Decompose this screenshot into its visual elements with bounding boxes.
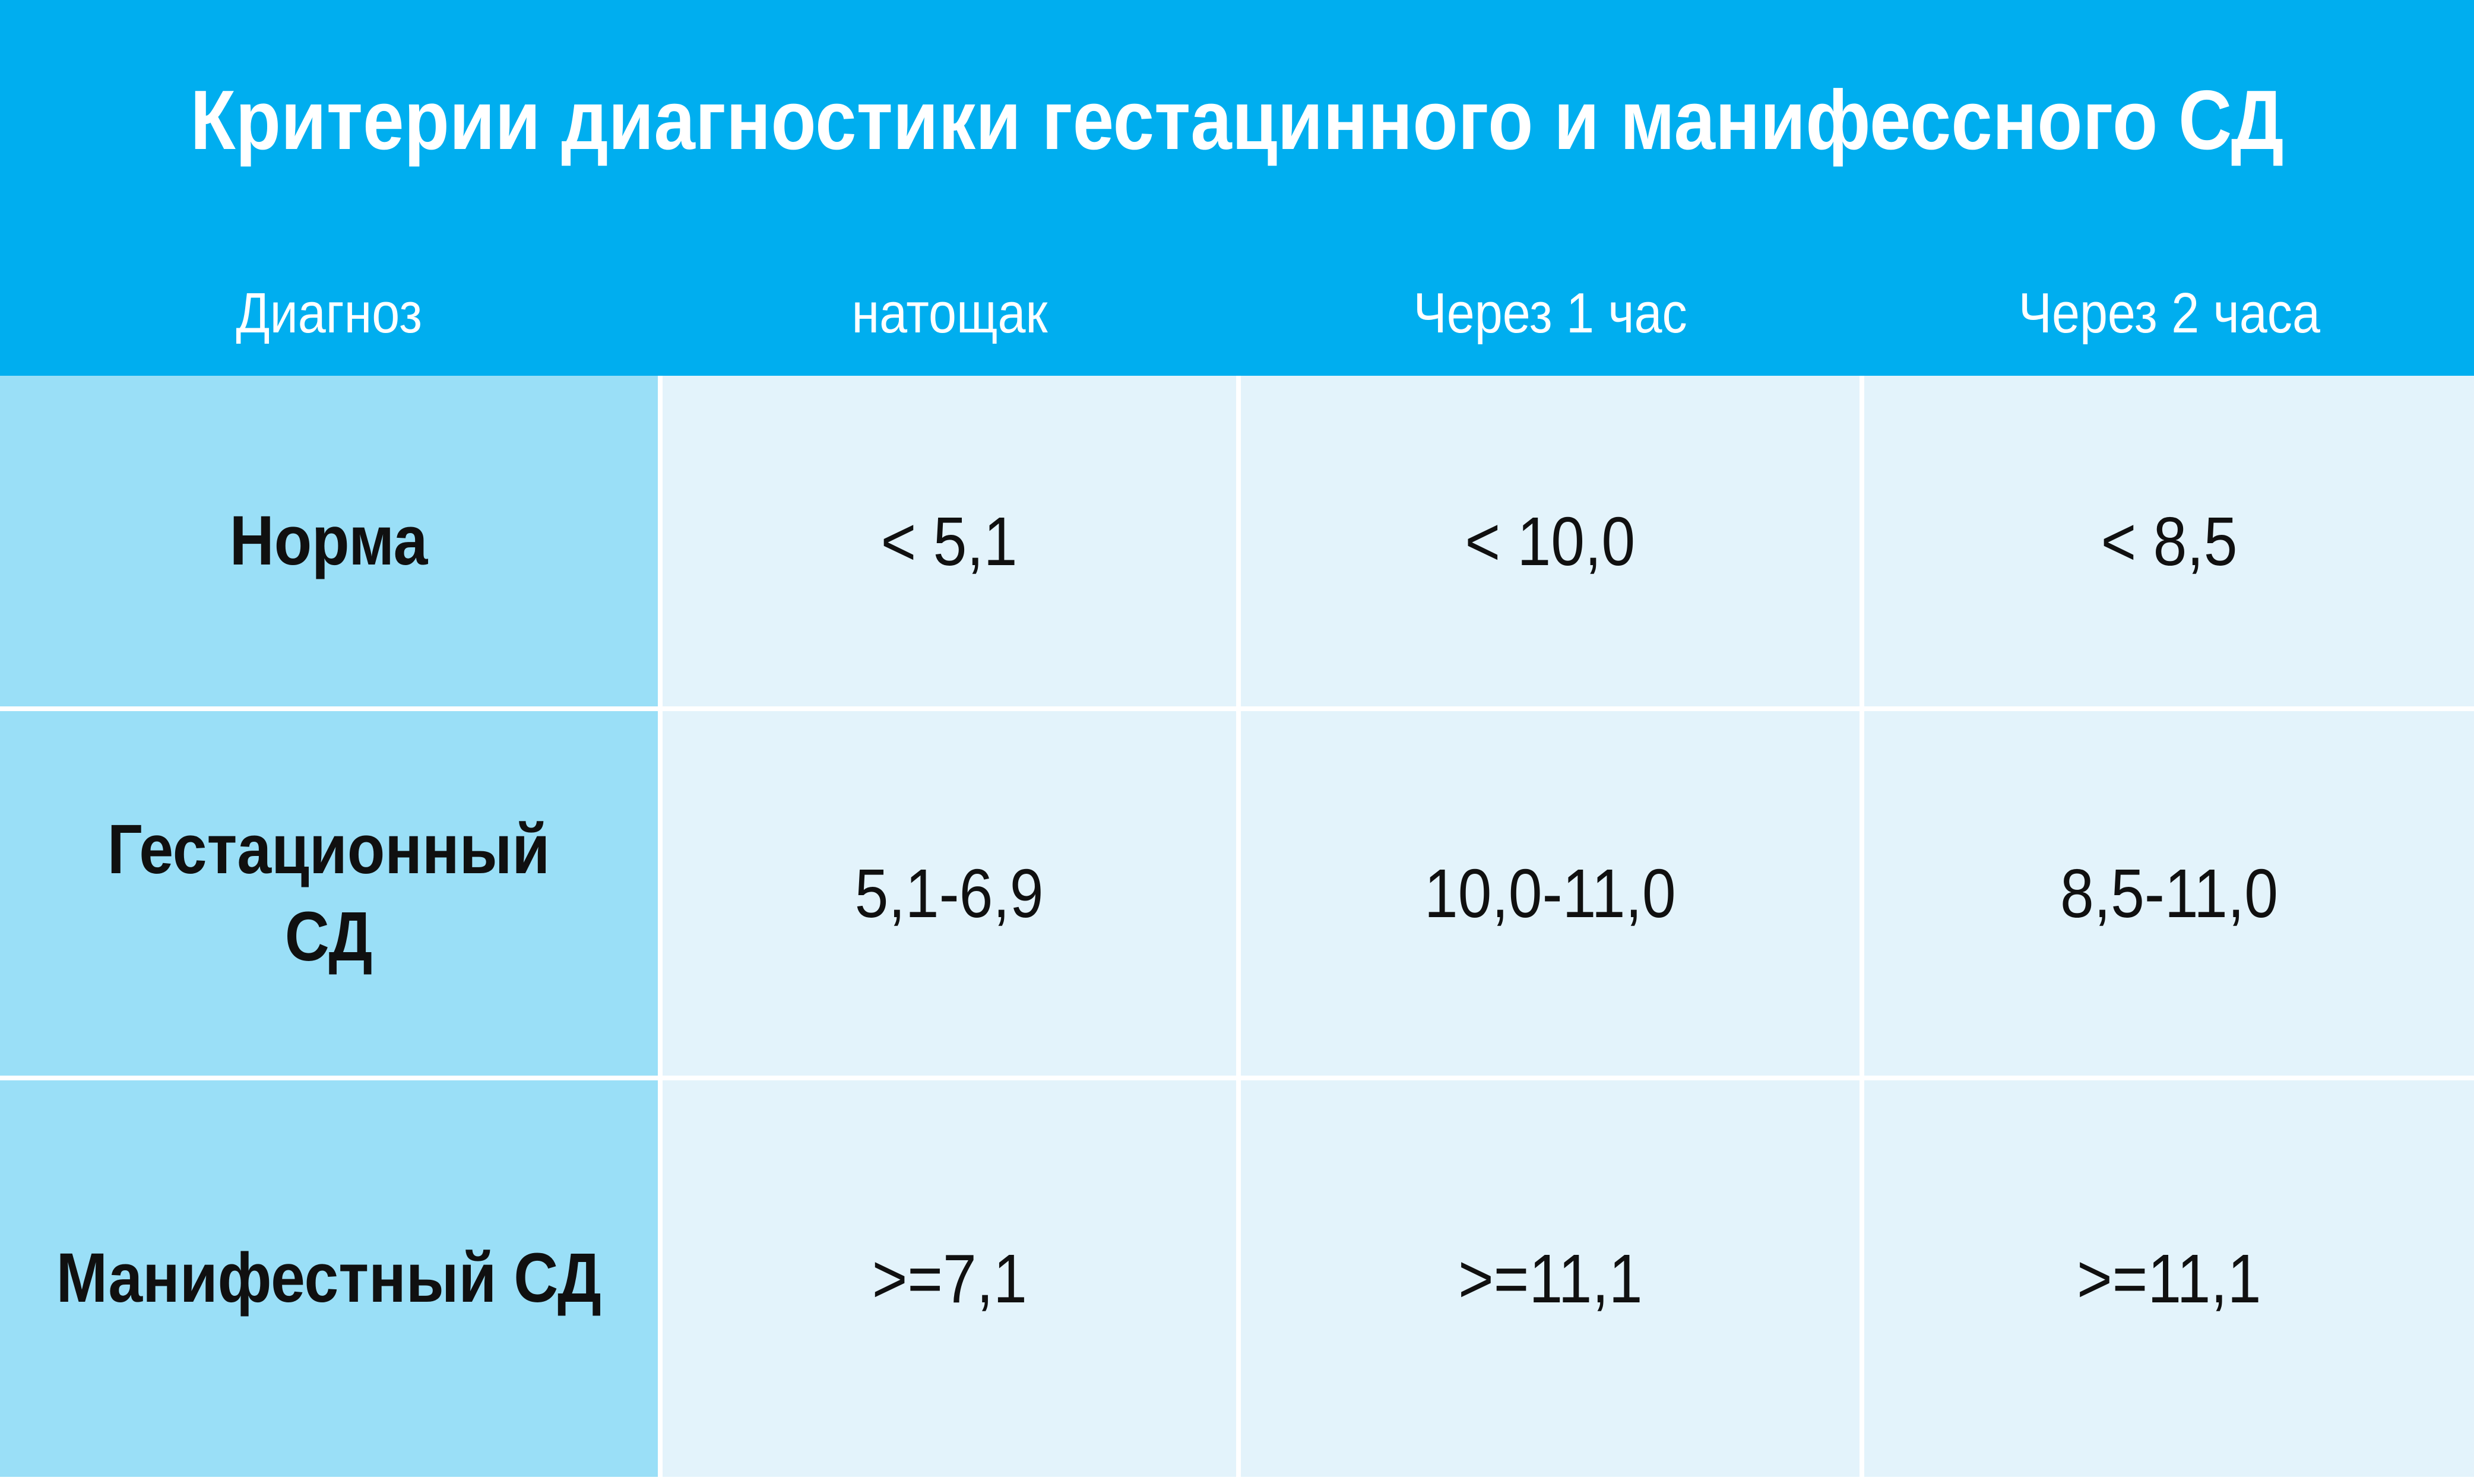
cell-gestational-2-hours: 8,5-11,0 (1864, 711, 2474, 1076)
cell-manifest-fasting: >=7,1 (663, 1080, 1236, 1477)
cell-norma-1-hour: < 10,0 (1241, 376, 1860, 706)
row-label-manifest-sd: Манифестный СД (0, 1080, 658, 1477)
row-label-gestational-sd-text: Гестационный СД (107, 810, 550, 976)
cell-manifest-2-hours: >=11,1 (1864, 1080, 2474, 1477)
column-header-fasting: натощак (663, 260, 1236, 367)
cell-norma-1-hour-value: < 10,0 (1465, 502, 1636, 580)
cell-gestational-fasting: 5,1-6,9 (663, 711, 1236, 1076)
column-header-after-1-hour: Через 1 час (1241, 260, 1860, 367)
cell-norma-2-hours-value: < 8,5 (2101, 502, 2238, 580)
cell-manifest-2-hours-value: >=11,1 (2077, 1240, 2261, 1317)
cell-manifest-fasting-value: >=7,1 (872, 1240, 1027, 1317)
column-headers-row: Диагноз натощак Через 1 час Через 2 часа (0, 260, 2474, 367)
row-label-norma-text: Норма (230, 501, 428, 580)
table-body: Норма < 5,1 < 10,0 < 8,5 Гестационный СД… (0, 376, 2474, 1477)
cell-gestational-1-hour-value: 10,0-11,0 (1424, 855, 1676, 932)
cell-gestational-1-hour: 10,0-11,0 (1241, 711, 1860, 1076)
table-header-band: Критерии диагностики гестацинного и мани… (0, 0, 2474, 376)
column-header-diagnosis: Диагноз (0, 260, 658, 367)
cell-manifest-1-hour: >=11,1 (1241, 1080, 1860, 1477)
column-header-after-2-hours: Через 2 часа (1864, 260, 2474, 367)
cell-gestational-fasting-value: 5,1-6,9 (855, 855, 1044, 932)
row-label-norma: Норма (0, 376, 658, 706)
cell-manifest-1-hour-value: >=11,1 (1458, 1240, 1643, 1317)
column-header-after-1-hour-text: Через 1 час (1413, 281, 1687, 345)
column-header-diagnosis-text: Диагноз (236, 281, 422, 345)
cell-gestational-2-hours-value: 8,5-11,0 (2060, 855, 2278, 932)
cell-norma-fasting-value: < 5,1 (881, 502, 1018, 580)
column-header-after-2-hours-text: Через 2 часа (2018, 281, 2320, 345)
cell-norma-2-hours: < 8,5 (1864, 376, 2474, 706)
table-title-text: Критерии диагностики гестацинного и мани… (190, 73, 2284, 167)
table-title: Критерии диагностики гестацинного и мани… (0, 64, 2474, 177)
row-label-gestational-sd: Гестационный СД (0, 711, 658, 1076)
cell-norma-fasting: < 5,1 (663, 376, 1236, 706)
row-label-manifest-sd-text: Манифестный СД (56, 1239, 602, 1318)
column-header-fasting-text: натощак (851, 281, 1047, 345)
